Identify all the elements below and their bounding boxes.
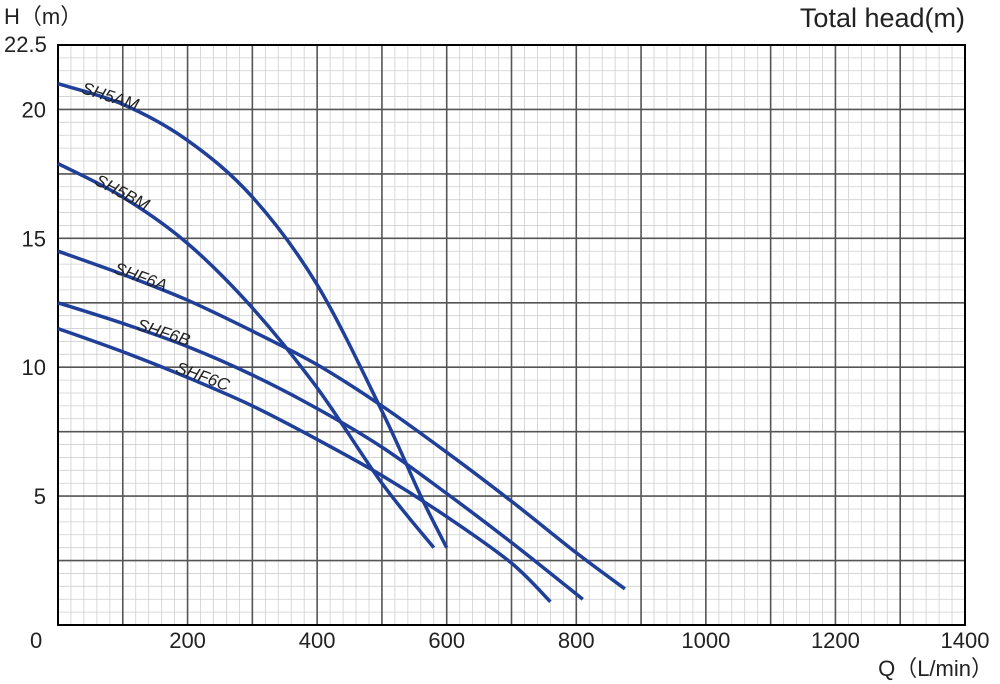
series-line-shf6a [57,249,626,591]
y-tick-labels: 5 10 15 20 22.5 [4,32,47,509]
chart-title: Total head(m) [800,3,965,33]
y-tick-label: 5 [34,484,46,509]
series-lines [57,82,626,604]
x-tick-label: 600 [428,628,465,653]
y-tick-label: 15 [22,226,46,251]
major-gridlines [57,44,966,626]
y-tick-label: 10 [22,355,46,380]
series-line-shf6c [57,326,552,604]
x-tick-label: 800 [558,628,595,653]
series-label-shf6b: SHF6B [135,315,193,350]
y-tick-label: 20 [22,97,46,122]
x-tick-label: 1200 [811,628,860,653]
x-axis-label: Q（L/min） [878,656,993,681]
x-tick-labels: 0 200 400 600 800 1000 1200 1400 [30,628,989,653]
y-tick-label: 22.5 [4,32,47,57]
series-line-sh5am [57,82,449,549]
series-line-shf6b [57,301,584,601]
plot-frame [57,44,966,626]
x-tick-label: 1000 [681,628,730,653]
series-line-sh5bm [57,162,436,549]
x-tick-label: 1400 [941,628,990,653]
x-tick-label: 400 [299,628,336,653]
x-tick-label: 200 [169,628,206,653]
y-axis-label: H（m） [4,4,82,29]
x-tick-label: 0 [30,628,42,653]
